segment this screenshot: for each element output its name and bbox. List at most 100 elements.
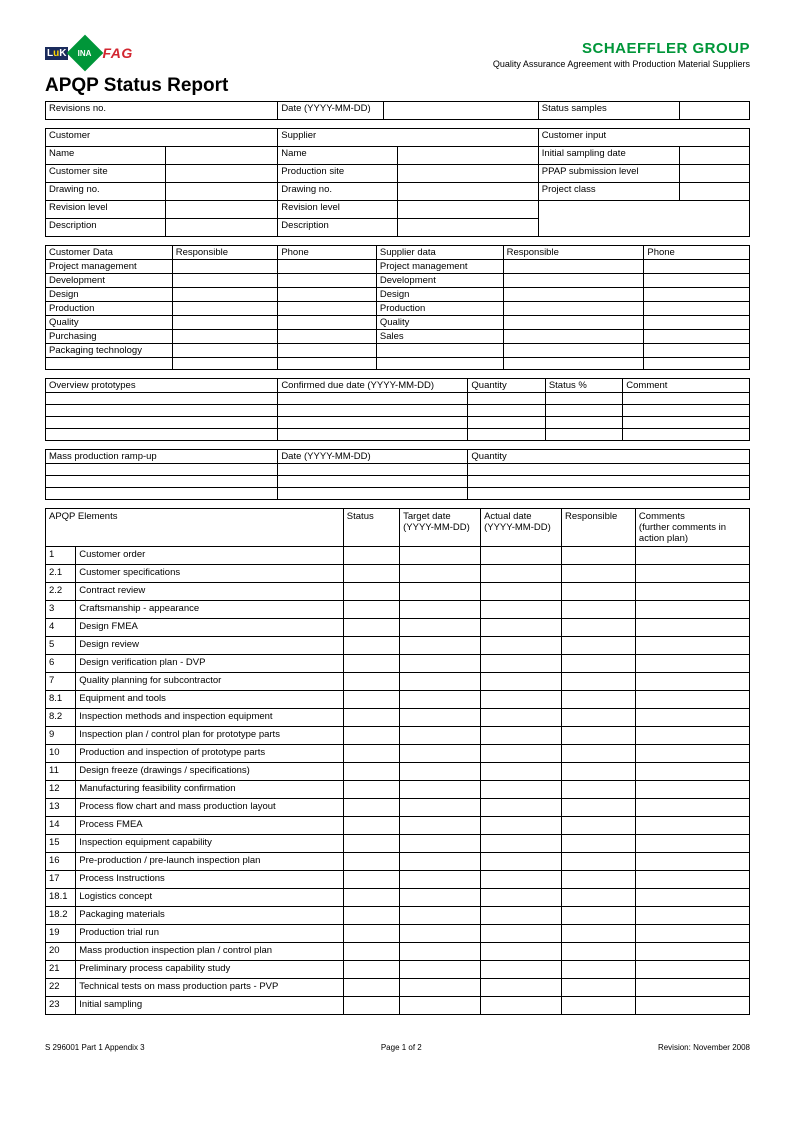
apqp-target-cell[interactable]	[400, 673, 481, 691]
apqp-actual-cell[interactable]	[481, 781, 562, 799]
rampup-cell[interactable]	[278, 476, 468, 488]
proto-cell[interactable]	[545, 393, 622, 405]
proto-cell[interactable]	[46, 417, 278, 429]
apqp-target-cell[interactable]	[400, 547, 481, 565]
proto-cell[interactable]	[468, 417, 545, 429]
apqp-comments-cell[interactable]	[635, 925, 749, 943]
rampup-cell[interactable]	[468, 476, 750, 488]
apqp-comments-cell[interactable]	[635, 889, 749, 907]
apqp-status-cell[interactable]	[343, 601, 399, 619]
supplier-responsible[interactable]	[503, 316, 644, 330]
apqp-status-cell[interactable]	[343, 799, 399, 817]
proto-cell[interactable]	[468, 393, 545, 405]
apqp-actual-cell[interactable]	[481, 637, 562, 655]
apqp-responsible-cell[interactable]	[562, 691, 636, 709]
apqp-status-cell[interactable]	[343, 871, 399, 889]
apqp-actual-cell[interactable]	[481, 979, 562, 997]
apqp-status-cell[interactable]	[343, 853, 399, 871]
apqp-target-cell[interactable]	[400, 727, 481, 745]
apqp-comments-cell[interactable]	[635, 781, 749, 799]
customer-input-value[interactable]	[679, 147, 749, 165]
proto-cell[interactable]	[623, 393, 750, 405]
apqp-comments-cell[interactable]	[635, 943, 749, 961]
apqp-actual-cell[interactable]	[481, 817, 562, 835]
apqp-actual-cell[interactable]	[481, 925, 562, 943]
apqp-responsible-cell[interactable]	[562, 727, 636, 745]
apqp-status-cell[interactable]	[343, 619, 399, 637]
supplier-phone[interactable]	[644, 288, 750, 302]
supplier-field-value[interactable]	[397, 201, 538, 219]
apqp-comments-cell[interactable]	[635, 583, 749, 601]
apqp-status-cell[interactable]	[343, 637, 399, 655]
rampup-cell[interactable]	[46, 488, 278, 500]
apqp-target-cell[interactable]	[400, 619, 481, 637]
apqp-comments-cell[interactable]	[635, 763, 749, 781]
apqp-target-cell[interactable]	[400, 709, 481, 727]
supplier-field-value[interactable]	[397, 219, 538, 237]
customer-responsible[interactable]	[172, 274, 278, 288]
apqp-actual-cell[interactable]	[481, 619, 562, 637]
apqp-responsible-cell[interactable]	[562, 925, 636, 943]
customer-phone[interactable]	[278, 302, 377, 316]
supplier-phone[interactable]	[644, 302, 750, 316]
rampup-cell[interactable]	[468, 464, 750, 476]
customer-phone[interactable]	[278, 260, 377, 274]
apqp-target-cell[interactable]	[400, 925, 481, 943]
apqp-actual-cell[interactable]	[481, 655, 562, 673]
supplier-phone[interactable]	[644, 330, 750, 344]
proto-cell[interactable]	[46, 393, 278, 405]
supplier-phone[interactable]	[644, 260, 750, 274]
supplier-responsible[interactable]	[503, 288, 644, 302]
apqp-status-cell[interactable]	[343, 781, 399, 799]
apqp-responsible-cell[interactable]	[562, 907, 636, 925]
apqp-target-cell[interactable]	[400, 907, 481, 925]
supplier-responsible[interactable]	[503, 344, 644, 358]
rampup-cell[interactable]	[278, 488, 468, 500]
apqp-comments-cell[interactable]	[635, 691, 749, 709]
proto-cell[interactable]	[545, 417, 622, 429]
apqp-status-cell[interactable]	[343, 727, 399, 745]
apqp-target-cell[interactable]	[400, 655, 481, 673]
apqp-responsible-cell[interactable]	[562, 583, 636, 601]
supplier-field-value[interactable]	[397, 183, 538, 201]
apqp-status-cell[interactable]	[343, 691, 399, 709]
apqp-responsible-cell[interactable]	[562, 943, 636, 961]
apqp-actual-cell[interactable]	[481, 907, 562, 925]
supplier-responsible[interactable]	[503, 274, 644, 288]
apqp-status-cell[interactable]	[343, 997, 399, 1015]
rampup-cell[interactable]	[278, 464, 468, 476]
apqp-target-cell[interactable]	[400, 853, 481, 871]
apqp-comments-cell[interactable]	[635, 961, 749, 979]
apqp-actual-cell[interactable]	[481, 763, 562, 781]
apqp-responsible-cell[interactable]	[562, 637, 636, 655]
apqp-target-cell[interactable]	[400, 691, 481, 709]
apqp-actual-cell[interactable]	[481, 889, 562, 907]
apqp-comments-cell[interactable]	[635, 907, 749, 925]
apqp-status-cell[interactable]	[343, 709, 399, 727]
apqp-target-cell[interactable]	[400, 817, 481, 835]
proto-cell[interactable]	[468, 429, 545, 441]
rampup-cell[interactable]	[46, 476, 278, 488]
apqp-actual-cell[interactable]	[481, 799, 562, 817]
apqp-status-cell[interactable]	[343, 979, 399, 997]
customer-field-value[interactable]	[165, 147, 278, 165]
proto-cell[interactable]	[278, 429, 468, 441]
apqp-actual-cell[interactable]	[481, 835, 562, 853]
apqp-comments-cell[interactable]	[635, 547, 749, 565]
apqp-target-cell[interactable]	[400, 637, 481, 655]
apqp-responsible-cell[interactable]	[562, 817, 636, 835]
apqp-responsible-cell[interactable]	[562, 745, 636, 763]
apqp-responsible-cell[interactable]	[562, 799, 636, 817]
apqp-responsible-cell[interactable]	[562, 547, 636, 565]
apqp-comments-cell[interactable]	[635, 799, 749, 817]
apqp-responsible-cell[interactable]	[562, 655, 636, 673]
apqp-actual-cell[interactable]	[481, 727, 562, 745]
apqp-comments-cell[interactable]	[635, 853, 749, 871]
apqp-responsible-cell[interactable]	[562, 853, 636, 871]
customer-responsible[interactable]	[172, 288, 278, 302]
apqp-status-cell[interactable]	[343, 817, 399, 835]
apqp-target-cell[interactable]	[400, 871, 481, 889]
apqp-target-cell[interactable]	[400, 889, 481, 907]
apqp-target-cell[interactable]	[400, 763, 481, 781]
supplier-responsible[interactable]	[503, 330, 644, 344]
